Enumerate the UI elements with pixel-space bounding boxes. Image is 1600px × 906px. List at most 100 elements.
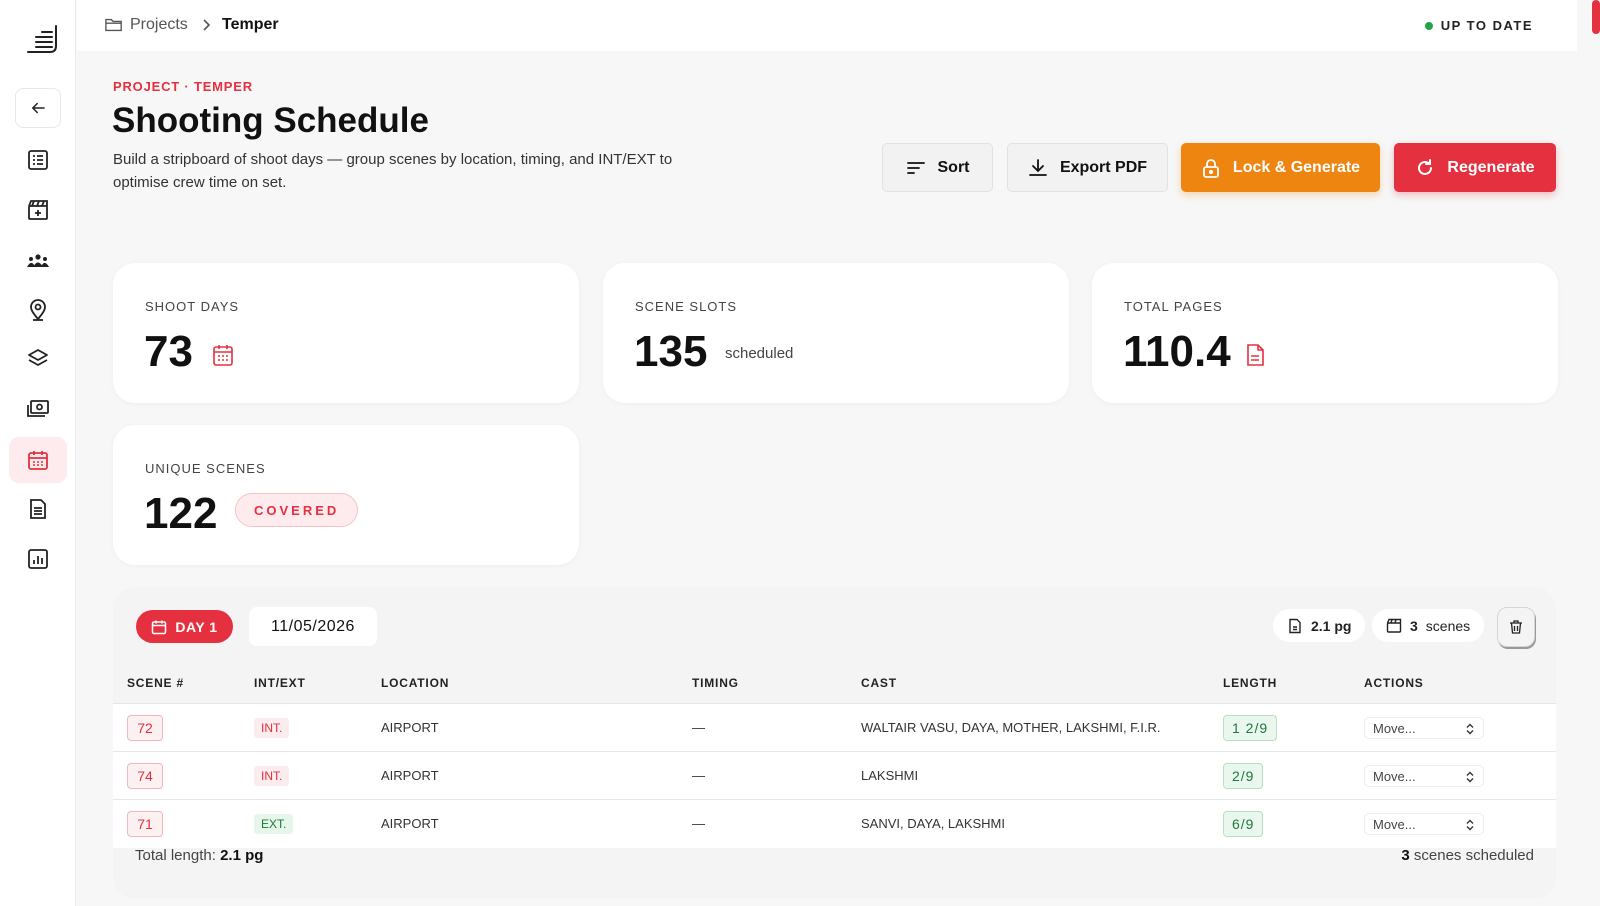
arrow-left-icon (31, 102, 45, 114)
cast-cell: SANVI, DAYA, LAKSHMI (861, 816, 1006, 831)
sort-label: Sort (937, 158, 970, 176)
col-intext: INT/EXT (254, 676, 306, 690)
location-cell: AIRPORT (381, 768, 439, 783)
stat-suffix: scheduled (725, 345, 794, 362)
scene-number[interactable]: 71 (127, 811, 163, 837)
day-label: DAY 1 (175, 618, 218, 635)
day-pages: 2.1 pg (1311, 617, 1352, 634)
location-cell: AIRPORT (381, 816, 439, 831)
menu-logo-icon[interactable] (20, 18, 60, 58)
stat-label: TOTAL PAGES (1124, 299, 1223, 314)
top-bar: Projects Temper UP TO DATE (77, 0, 1577, 51)
calendar-icon (213, 345, 233, 366)
cast-cell: LAKSHMI (861, 768, 919, 783)
day-date[interactable]: 11/05/2026 (249, 607, 377, 646)
clapperboard-icon (1386, 618, 1402, 633)
move-select-value: Move... (1373, 768, 1416, 784)
list-icon (28, 150, 48, 170)
scene-number[interactable]: 72 (127, 715, 163, 741)
stat-value: 110.4 (1123, 327, 1231, 376)
timing-cell: — (692, 816, 705, 831)
nav-budget[interactable] (9, 386, 67, 432)
breadcrumb-current: Temper (222, 16, 279, 33)
sidebar (0, 0, 76, 906)
total-length: Total length: 2.1 pg (135, 847, 263, 864)
day-scene-count: 3 (1410, 617, 1418, 634)
nav-layers[interactable] (9, 336, 67, 382)
total-length-label: Total length: (135, 847, 216, 864)
nav-documents[interactable] (9, 486, 67, 532)
refresh-icon (1418, 158, 1433, 175)
intext-tag: INT. (254, 718, 290, 738)
length-badge: 6/9 (1223, 811, 1264, 837)
export-pdf-button[interactable]: Export PDF (1007, 143, 1168, 192)
col-timing: TIMING (692, 676, 739, 690)
day-pages-pill: 2.1 pg (1273, 609, 1366, 642)
location-cell: AIRPORT (381, 720, 439, 735)
day-scenes-pill: 3 scenes (1372, 609, 1485, 642)
move-select-value: Move... (1373, 720, 1416, 736)
page-icon (1289, 618, 1301, 633)
col-actions: ACTIONS (1364, 676, 1424, 690)
select-arrows-icon (1466, 723, 1474, 735)
move-select[interactable]: Move... (1364, 813, 1484, 835)
col-length: LENGTH (1223, 676, 1278, 690)
nav-locations[interactable] (9, 287, 67, 333)
day-panel: DAY 1 11/05/2026 2.1 pg 3 scenes SCENE #… (113, 587, 1556, 899)
timing-cell: — (692, 768, 705, 783)
page-title: Shooting Schedule (112, 101, 429, 140)
sort-icon (906, 161, 925, 174)
location-pin-icon (30, 299, 46, 321)
folder-icon (105, 18, 122, 32)
scene-number[interactable]: 74 (127, 763, 163, 789)
bar-chart-icon (28, 549, 48, 569)
nav-breakdown[interactable] (9, 187, 67, 233)
status-label: UP TO DATE (1440, 18, 1533, 33)
stat-card-unique-scenes: UNIQUE SCENES 122 COVERED (113, 425, 579, 565)
stat-card-total-pages: TOTAL PAGES 110.4 (1092, 263, 1558, 403)
move-select[interactable]: Move... (1364, 717, 1484, 739)
move-select-value: Move... (1373, 816, 1416, 832)
table-row[interactable]: 74 INT. AIRPORT — LAKSHMI 2/9 Move... (113, 752, 1556, 800)
document-icon (1247, 344, 1264, 366)
move-select[interactable]: Move... (1364, 765, 1484, 787)
delete-day-button[interactable] (1497, 607, 1535, 647)
length-badge: 1 2/9 (1223, 715, 1278, 741)
nav-cast[interactable] (9, 237, 67, 283)
stat-card-scene-slots: SCENE SLOTS 135 scheduled (603, 263, 1069, 403)
total-length-value: 2.1 pg (220, 847, 264, 864)
stat-label: SCENE SLOTS (635, 299, 738, 314)
lock-label: Lock & Generate (1232, 158, 1361, 176)
day-badge[interactable]: DAY 1 (136, 610, 233, 643)
sync-status: UP TO DATE (1424, 18, 1533, 33)
stat-value: 73 (144, 327, 193, 376)
lock-generate-button[interactable]: Lock & Generate (1181, 143, 1380, 192)
nav-schedule[interactable] (9, 437, 67, 483)
calendar-icon (28, 451, 48, 470)
clapperboard-icon (28, 200, 48, 220)
scheduled-label: scenes scheduled (1413, 847, 1534, 864)
scene-table: 72 INT. AIRPORT — WALTAIR VASU, DAYA, MO… (113, 703, 1556, 848)
scroll-indicator[interactable] (1592, 0, 1600, 34)
timing-cell: — (692, 720, 705, 735)
scheduled-count: 3 (1401, 847, 1410, 864)
nav-script[interactable] (9, 137, 67, 183)
stat-card-shoot-days: SHOOT DAYS 73 (113, 263, 579, 403)
chevron-right-icon (203, 19, 211, 31)
intext-tag: INT. (254, 766, 290, 786)
sort-button[interactable]: Sort (882, 143, 993, 192)
breadcrumb-projects[interactable]: Projects (130, 16, 188, 33)
nav-reports[interactable] (9, 536, 67, 582)
covered-badge: COVERED (235, 493, 359, 527)
scenes-scheduled: 3 scenes scheduled (1401, 847, 1534, 864)
stat-value: 135 (634, 327, 708, 376)
col-location: LOCATION (381, 676, 450, 690)
col-cast: CAST (861, 676, 897, 690)
stat-label: SHOOT DAYS (145, 299, 240, 314)
table-row[interactable]: 71 EXT. AIRPORT — SANVI, DAYA, LAKSHMI 6… (113, 800, 1556, 848)
regenerate-button[interactable]: Regenerate (1394, 143, 1556, 192)
download-icon (1029, 158, 1047, 176)
back-button[interactable] (15, 88, 61, 128)
table-row[interactable]: 72 INT. AIRPORT — WALTAIR VASU, DAYA, MO… (113, 704, 1556, 752)
page-description: Build a stripboard of shoot days — group… (113, 151, 673, 191)
